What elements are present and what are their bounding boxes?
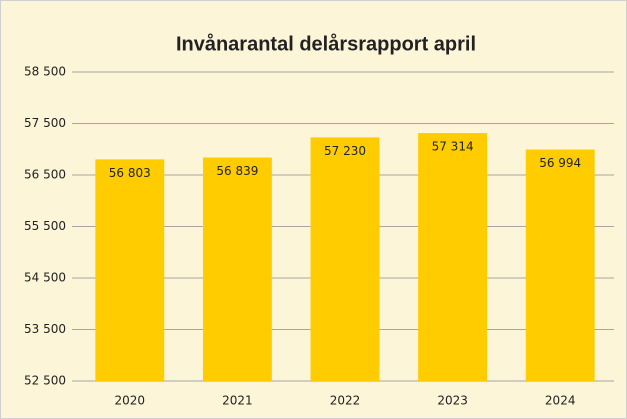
x-tick-label: 2021 — [222, 394, 253, 408]
x-tick-label: 2020 — [115, 394, 146, 408]
y-tick-label: 52 500 — [24, 374, 66, 388]
data-label: 57 230 — [324, 144, 366, 158]
y-tick-label: 58 500 — [24, 65, 66, 79]
x-tick-label: 2023 — [437, 394, 468, 408]
data-label: 56 994 — [539, 156, 581, 170]
y-tick-label: 55 500 — [24, 219, 66, 233]
bar — [95, 159, 165, 381]
bar — [418, 133, 488, 381]
bar — [525, 149, 595, 381]
x-tick-label: 2024 — [545, 394, 576, 408]
data-label: 56 839 — [216, 164, 258, 178]
y-tick-label: 54 500 — [24, 271, 66, 285]
y-tick-label: 57 500 — [24, 116, 66, 130]
bar — [202, 157, 272, 381]
x-tick-label: 2022 — [330, 394, 361, 408]
y-tick-label: 56 500 — [24, 168, 66, 182]
data-label: 56 803 — [109, 166, 151, 180]
bar — [310, 137, 380, 381]
data-label: 57 314 — [432, 140, 474, 154]
y-tick-label: 53 500 — [24, 322, 66, 336]
chart-title: Invånarantal delårsrapport april — [176, 32, 476, 55]
